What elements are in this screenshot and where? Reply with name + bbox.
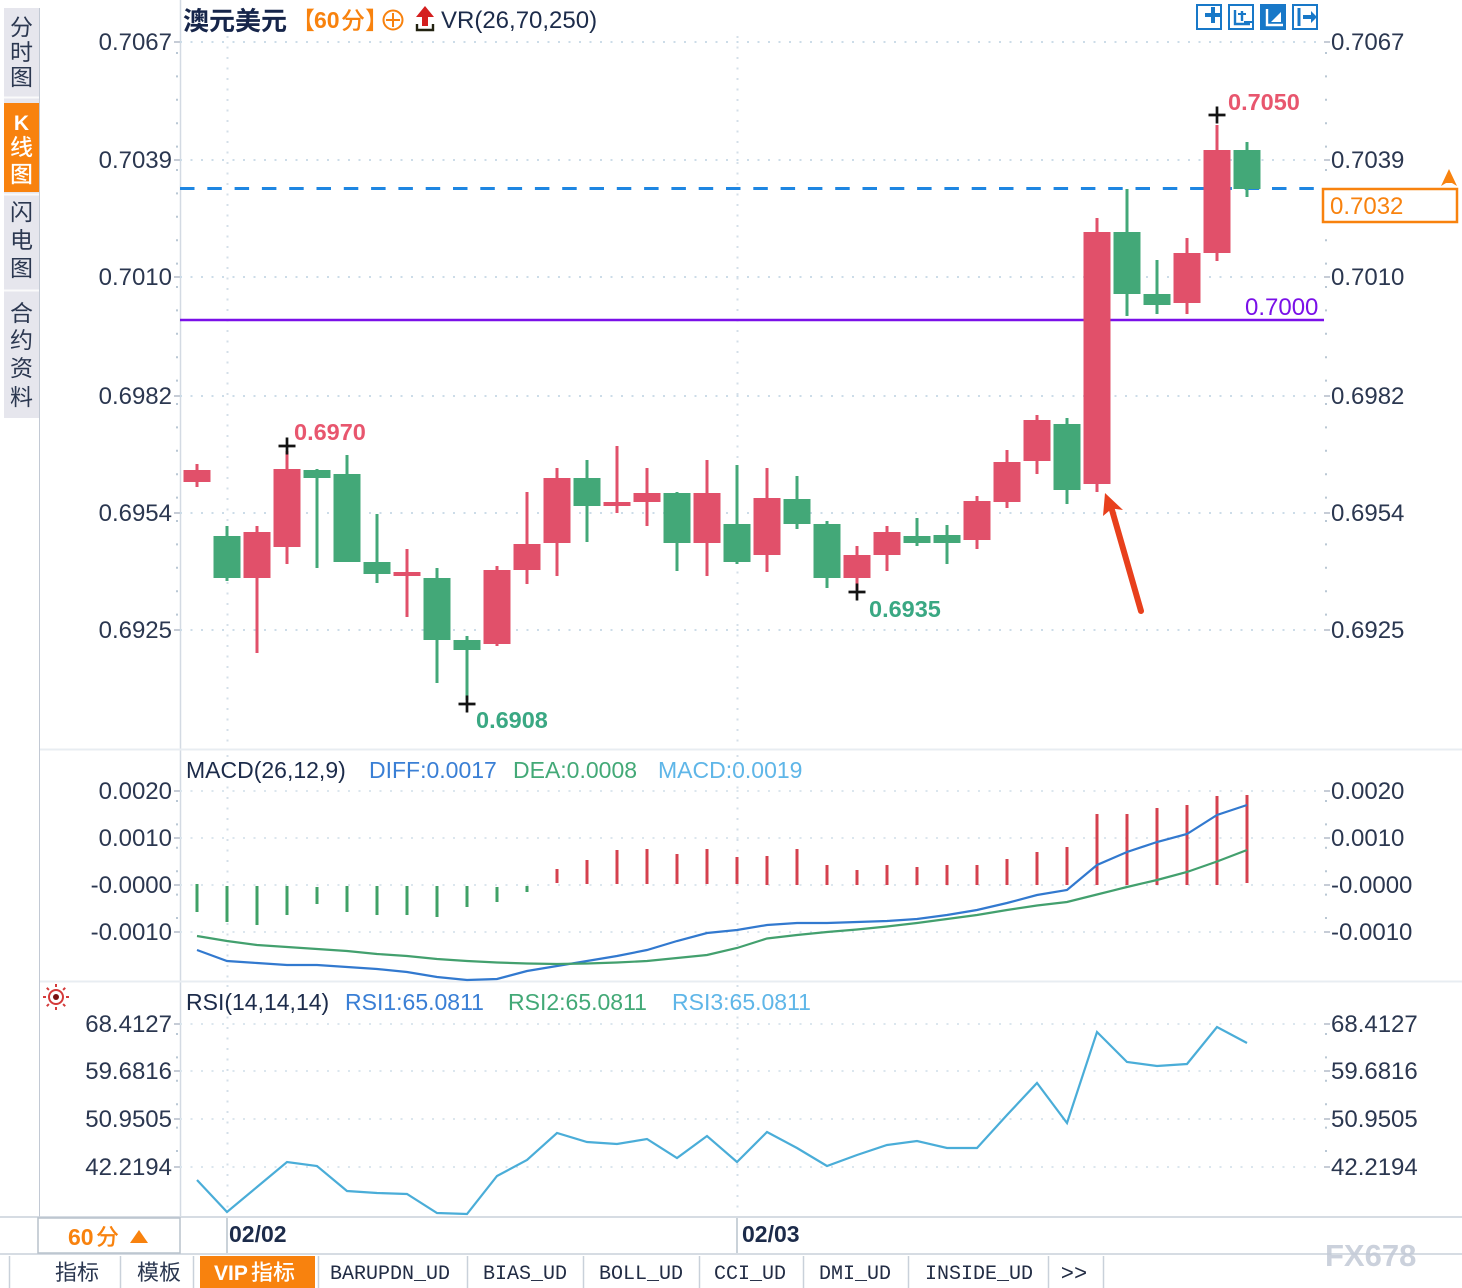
svg-text:RSI2:65.0811: RSI2:65.0811 xyxy=(508,989,647,1015)
svg-text:0.7067: 0.7067 xyxy=(99,29,172,56)
svg-text:0.0020: 0.0020 xyxy=(99,778,172,805)
svg-text:VIP: VIP xyxy=(214,1262,248,1285)
svg-text:VR(26,70,250): VR(26,70,250) xyxy=(441,7,597,34)
svg-text:0.6954: 0.6954 xyxy=(99,500,172,527)
svg-text:0.6925: 0.6925 xyxy=(99,617,172,644)
svg-text:59.6816: 59.6816 xyxy=(1331,1058,1418,1085)
svg-text:42.2194: 42.2194 xyxy=(1331,1154,1418,1181)
svg-text:>>: >> xyxy=(1061,1262,1087,1287)
svg-text:42.2194: 42.2194 xyxy=(85,1154,172,1181)
svg-text:68.4127: 68.4127 xyxy=(1331,1011,1418,1038)
svg-text:60: 60 xyxy=(68,1224,94,1250)
svg-text:K: K xyxy=(14,112,29,135)
svg-text:DIFF:0.0017: DIFF:0.0017 xyxy=(369,757,497,783)
svg-text:0.7010: 0.7010 xyxy=(1331,264,1404,291)
svg-text:0.6925: 0.6925 xyxy=(1331,617,1404,644)
svg-text:0.6982: 0.6982 xyxy=(99,383,172,410)
svg-text:RSI1:65.0811: RSI1:65.0811 xyxy=(345,989,484,1015)
svg-text:0.7067: 0.7067 xyxy=(1331,29,1404,56)
svg-text:BIAS_UD: BIAS_UD xyxy=(483,1263,567,1286)
svg-text:0.6935: 0.6935 xyxy=(869,596,941,622)
svg-text:DEA:0.0008: DEA:0.0008 xyxy=(513,757,637,783)
svg-text:INSIDE_UD: INSIDE_UD xyxy=(925,1263,1033,1286)
svg-text:0.6908: 0.6908 xyxy=(476,707,548,733)
svg-text:0.6970: 0.6970 xyxy=(294,419,366,445)
svg-text:0.7010: 0.7010 xyxy=(99,264,172,291)
svg-text:MACD(26,12,9): MACD(26,12,9) xyxy=(186,757,346,783)
svg-text:0.0010: 0.0010 xyxy=(99,825,172,852)
svg-text:0.6982: 0.6982 xyxy=(1331,383,1404,410)
svg-text:RSI3:65.0811: RSI3:65.0811 xyxy=(672,989,811,1015)
svg-text:0.0010: 0.0010 xyxy=(1331,825,1404,852)
svg-text:BARUPDN_UD: BARUPDN_UD xyxy=(330,1263,450,1286)
svg-text:BOLL_UD: BOLL_UD xyxy=(599,1263,683,1286)
svg-text:RSI(14,14,14): RSI(14,14,14) xyxy=(186,989,329,1015)
svg-text:0.0020: 0.0020 xyxy=(1331,778,1404,805)
svg-text:DMI_UD: DMI_UD xyxy=(819,1263,891,1286)
svg-text:59.6816: 59.6816 xyxy=(85,1058,172,1085)
svg-text:0.7039: 0.7039 xyxy=(1331,147,1404,174)
svg-text:68.4127: 68.4127 xyxy=(85,1011,172,1038)
svg-text:FX678: FX678 xyxy=(1325,1238,1416,1273)
svg-text:CCI_UD: CCI_UD xyxy=(714,1263,786,1286)
svg-text:-0.0010: -0.0010 xyxy=(1331,919,1412,946)
svg-text:-0.0000: -0.0000 xyxy=(91,872,172,899)
svg-text:0.6954: 0.6954 xyxy=(1331,500,1404,527)
svg-text:0.7050: 0.7050 xyxy=(1228,89,1300,115)
svg-text:50.9505: 50.9505 xyxy=(1331,1106,1418,1133)
svg-text:0.7000: 0.7000 xyxy=(1245,294,1318,321)
svg-text:50.9505: 50.9505 xyxy=(85,1106,172,1133)
svg-text:0.7032: 0.7032 xyxy=(1330,193,1403,220)
svg-text:60: 60 xyxy=(314,7,340,33)
svg-text:-0.0000: -0.0000 xyxy=(1331,872,1412,899)
svg-text:02/03: 02/03 xyxy=(742,1221,800,1247)
svg-text:0.7039: 0.7039 xyxy=(99,147,172,174)
svg-text:-0.0010: -0.0010 xyxy=(91,919,172,946)
svg-text:02/02: 02/02 xyxy=(229,1221,287,1247)
svg-text:MACD:0.0019: MACD:0.0019 xyxy=(658,757,802,783)
